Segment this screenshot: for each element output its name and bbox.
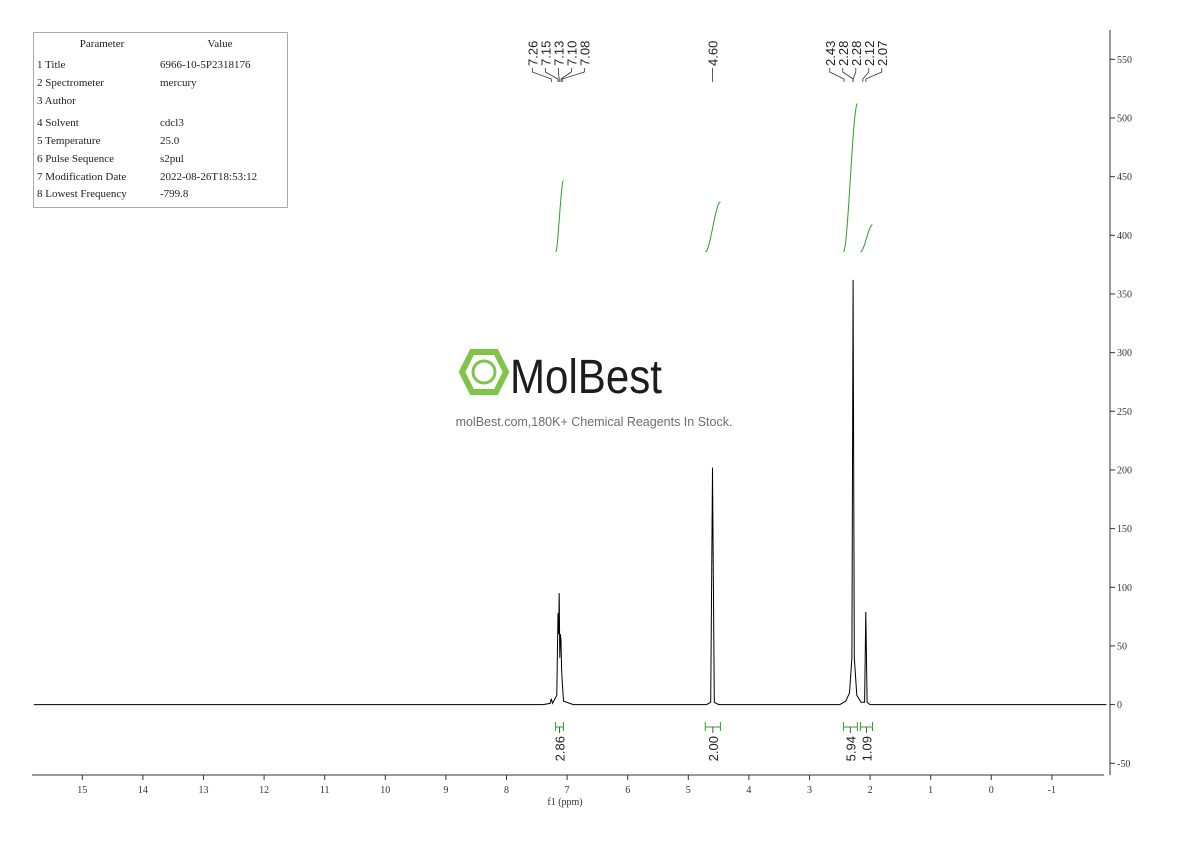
x-tick-label: 6 bbox=[625, 785, 630, 796]
integral-curve bbox=[842, 103, 858, 253]
x-tick-label: 4 bbox=[746, 785, 751, 796]
peak-label: 7.26 bbox=[525, 41, 540, 66]
table-cell: 3 Author bbox=[37, 95, 76, 107]
peak-label: 2.43 bbox=[823, 41, 838, 66]
watermark: MolBest molBest.com,180K+ Chemical Reage… bbox=[456, 349, 733, 429]
peak-connector bbox=[829, 68, 845, 82]
x-tick-label: -1 bbox=[1048, 785, 1056, 796]
y-tick-label: 350 bbox=[1117, 289, 1132, 300]
y-tick-label: 0 bbox=[1117, 700, 1122, 711]
spectrum-line bbox=[33, 279, 1107, 706]
x-tick-label: 0 bbox=[989, 785, 994, 796]
peak-connector bbox=[561, 68, 585, 82]
table-cell: s2pul bbox=[160, 153, 184, 165]
y-tick-label: 500 bbox=[1117, 113, 1132, 124]
peak-label: 7.10 bbox=[564, 41, 579, 66]
peak-label: 7.13 bbox=[551, 41, 566, 66]
y-tick-label: 150 bbox=[1117, 524, 1132, 535]
table-cell: 7 Modification Date bbox=[37, 171, 126, 183]
logo-ring bbox=[471, 359, 497, 385]
table-cell: 5 Temperature bbox=[37, 135, 101, 147]
x-tick-label: 2 bbox=[868, 785, 873, 796]
table-cell: 8 Lowest Frequency bbox=[37, 188, 127, 200]
x-tick-label: 11 bbox=[320, 785, 330, 796]
peak-label: 7.08 bbox=[577, 41, 592, 66]
x-tick-label: 5 bbox=[686, 785, 691, 796]
table-cell: mercury bbox=[160, 77, 197, 89]
peak-connector bbox=[865, 68, 883, 82]
x-tick-label: 1 bbox=[928, 785, 933, 796]
peak-label: 2.07 bbox=[875, 41, 890, 66]
integral-curve bbox=[860, 224, 873, 253]
table-cell: -799.8 bbox=[160, 188, 189, 200]
table-cell: cdcl3 bbox=[160, 117, 184, 129]
x-tick-label: 8 bbox=[504, 785, 509, 796]
peak-connector bbox=[557, 68, 560, 82]
y-tick-label: 300 bbox=[1117, 348, 1132, 359]
x-axis-label: f1 (ppm) bbox=[547, 797, 582, 808]
peak-label: 2.12 bbox=[862, 41, 877, 66]
table-header: Value bbox=[207, 38, 232, 50]
integral-label: 5.94 bbox=[843, 736, 858, 761]
watermark-tagline: molBest.com,180K+ Chemical Reagents In S… bbox=[456, 415, 733, 429]
integral-curve bbox=[705, 201, 721, 253]
logo-hexagon bbox=[458, 349, 510, 395]
x-tick-label: 10 bbox=[380, 785, 390, 796]
peak-label: 7.15 bbox=[538, 41, 553, 66]
peak-connector bbox=[560, 68, 572, 82]
y-tick-label: 250 bbox=[1117, 407, 1132, 418]
x-tick-label: 13 bbox=[198, 785, 208, 796]
x-tick-label: 3 bbox=[807, 785, 812, 796]
parameter-table-frame bbox=[33, 32, 288, 208]
table-cell: 2022-08-26T18:53:12 bbox=[160, 171, 257, 183]
integral-label: 2.86 bbox=[553, 736, 568, 761]
y-tick-label: 450 bbox=[1117, 172, 1132, 183]
integral-label: 1.09 bbox=[859, 736, 874, 761]
peak-connector bbox=[862, 68, 870, 82]
table-cell: 4 Solvent bbox=[37, 117, 79, 129]
x-tick-label: 15 bbox=[77, 785, 87, 796]
table-cell: 25.0 bbox=[160, 135, 180, 147]
peak-connector bbox=[531, 68, 552, 82]
y-tick-label: 100 bbox=[1117, 583, 1132, 594]
y-tick-label: -50 bbox=[1117, 759, 1130, 770]
integral-label: 2.00 bbox=[706, 736, 721, 761]
peak-connector bbox=[544, 68, 559, 82]
table-cell: 6966-10-5P2318176 bbox=[160, 59, 251, 71]
y-tick-label: 200 bbox=[1117, 465, 1132, 476]
x-tick-label: 7 bbox=[565, 785, 570, 796]
peak-label: 2.28 bbox=[849, 41, 864, 66]
table-cell: 2 Spectrometer bbox=[37, 77, 104, 89]
table-cell: 6 Pulse Sequence bbox=[37, 153, 114, 165]
peak-label: 2.28 bbox=[836, 41, 851, 66]
peak-label: 4.60 bbox=[706, 41, 721, 66]
peak-connector bbox=[852, 68, 857, 82]
table-header: Parameter bbox=[80, 38, 125, 50]
integral-curve bbox=[555, 180, 564, 253]
y-tick-label: 50 bbox=[1117, 641, 1127, 652]
watermark-brand: MolBest bbox=[510, 351, 662, 404]
y-tick-label: 400 bbox=[1117, 231, 1132, 242]
y-tick-label: 550 bbox=[1117, 55, 1132, 66]
x-tick-label: 14 bbox=[138, 785, 148, 796]
table-cell: 1 Title bbox=[37, 59, 66, 71]
x-tick-label: 9 bbox=[443, 785, 448, 796]
x-tick-label: 12 bbox=[259, 785, 269, 796]
